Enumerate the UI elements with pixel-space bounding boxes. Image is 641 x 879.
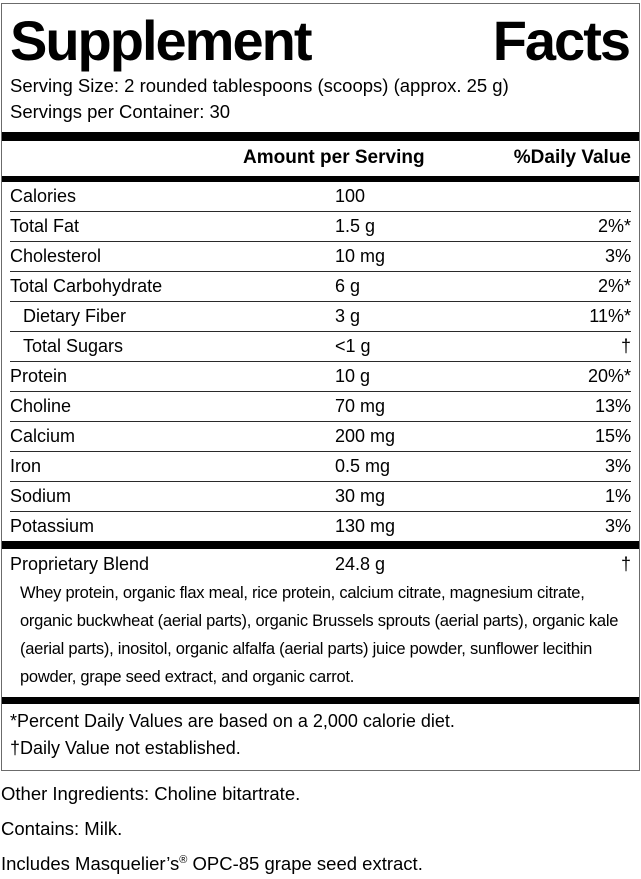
proprietary-blend-name: Proprietary Blend xyxy=(10,553,150,574)
nutrient-amount: 30 mg xyxy=(335,486,386,507)
nutrient-daily-value: 3% xyxy=(604,516,631,537)
nutrient-daily-value: 20%* xyxy=(587,366,631,387)
nutrient-daily-value: 2%* xyxy=(597,276,631,297)
servings-per-container-line: Servings per Container: 30 xyxy=(10,101,231,123)
proprietary-blend-ingredients: Whey protein, organic flax meal, rice pr… xyxy=(20,584,619,687)
nutrient-amount: 100 xyxy=(335,186,366,207)
nutrient-name: Cholesterol xyxy=(10,246,102,267)
includes-line: Includes Masquelier’s® OPC-85 grape seed… xyxy=(1,853,639,875)
table-row: Calories 100 xyxy=(10,182,631,211)
daily-value-header: %Daily Value xyxy=(513,147,631,169)
serving-info: Serving Size: 2 rounded tablespoons (sco… xyxy=(10,73,631,132)
table-row: Total Fat 1.5 g 2%* xyxy=(10,211,631,241)
serving-size-line: Serving Size: 2 rounded tablespoons (sco… xyxy=(10,75,509,97)
other-ingredients-line: Other Ingredients: Choline bitartrate. xyxy=(1,783,301,805)
nutrient-daily-value: 11%* xyxy=(589,306,631,327)
nutrient-amount: <1 g xyxy=(335,336,371,357)
table-row: Sodium 30 mg 1% xyxy=(10,481,631,511)
table-row: Protein 10 g 20%* xyxy=(10,361,631,391)
proprietary-blend-amount: 24.8 g xyxy=(335,553,386,574)
thick-divider-bar xyxy=(2,541,639,550)
nutrient-name: Protein xyxy=(10,366,68,387)
table-row: Calcium 200 mg 15% xyxy=(10,421,631,451)
nutrient-daily-value: † xyxy=(620,336,631,357)
nutrient-amount: 10 g xyxy=(335,366,371,387)
nutrient-amount: 1.5 g xyxy=(335,216,376,237)
nutrient-name: Total Fat xyxy=(10,216,80,237)
nutrient-name: Sodium xyxy=(10,486,72,507)
nutrient-amount: 0.5 mg xyxy=(335,456,391,477)
additional-info: Other Ingredients: Choline bitartrate. C… xyxy=(1,783,639,875)
footnote-daily-values: *Percent Daily Values are based on a 2,0… xyxy=(10,711,455,732)
nutrient-amount: 70 mg xyxy=(335,396,386,417)
table-row: Choline 70 mg 13% xyxy=(10,391,631,421)
nutrient-daily-value: 2%* xyxy=(597,216,631,237)
includes-text-pre: Includes Masquelier’s xyxy=(1,853,180,875)
table-row: Dietary Fiber 3 g 11%* xyxy=(10,301,631,331)
nutrient-amount: 200 mg xyxy=(335,426,396,447)
nutrient-daily-value: 1% xyxy=(604,486,631,507)
table-row: Iron 0.5 mg 3% xyxy=(10,451,631,481)
nutrient-daily-value: 15% xyxy=(594,426,631,447)
nutrient-amount: 3 g xyxy=(335,306,361,327)
thick-divider-bar xyxy=(2,697,639,705)
registered-trademark-symbol: ® xyxy=(179,854,188,867)
page-title: Supplement Facts xyxy=(10,4,631,73)
table-row: Cholesterol 10 mg 3% xyxy=(10,241,631,271)
nutrient-daily-value: 13% xyxy=(594,396,631,417)
contains-line: Contains: Milk. xyxy=(1,818,123,840)
table-row: Total Sugars <1 g † xyxy=(10,331,631,361)
nutrient-name: Calories xyxy=(10,186,77,207)
proprietary-blend-row: Proprietary Blend 24.8 g † xyxy=(10,549,631,579)
nutrient-rows: Calories 100 Total Fat 1.5 g 2%* Cholest… xyxy=(10,182,631,541)
table-row: Total Carbohydrate 6 g 2%* xyxy=(10,271,631,301)
table-row: Potassium 130 mg 3% xyxy=(10,511,631,541)
includes-text-post: OPC-85 grape seed extract. xyxy=(187,853,423,875)
nutrient-name: Dietary Fiber xyxy=(23,306,127,327)
footnotes: *Percent Daily Values are based on a 2,0… xyxy=(10,704,631,770)
nutrient-amount: 10 mg xyxy=(335,246,386,267)
medium-divider-bar xyxy=(2,176,639,183)
nutrient-name: Iron xyxy=(10,456,42,477)
nutrient-name: Calcium xyxy=(10,426,76,447)
title-word-facts: Facts xyxy=(492,9,631,72)
nutrient-amount: 130 mg xyxy=(335,516,396,537)
title-word-supplement: Supplement xyxy=(10,9,312,72)
table-header-row: Amount per Serving %Daily Value xyxy=(10,141,631,176)
nutrient-name: Choline xyxy=(10,396,72,417)
nutrient-name: Potassium xyxy=(10,516,95,537)
nutrient-daily-value: 3% xyxy=(604,246,631,267)
nutrient-amount: 6 g xyxy=(335,276,361,297)
footnote-not-established: †Daily Value not established. xyxy=(10,738,241,759)
nutrient-daily-value: 3% xyxy=(604,456,631,477)
amount-per-serving-header: Amount per Serving xyxy=(243,147,425,169)
thick-divider-bar xyxy=(2,132,639,142)
supplement-facts-panel: Supplement Facts Serving Size: 2 rounded… xyxy=(1,3,640,772)
nutrient-name: Total Carbohydrate xyxy=(10,276,163,297)
nutrient-name: Total Sugars xyxy=(23,336,124,357)
proprietary-blend-daily-value: † xyxy=(620,553,631,574)
